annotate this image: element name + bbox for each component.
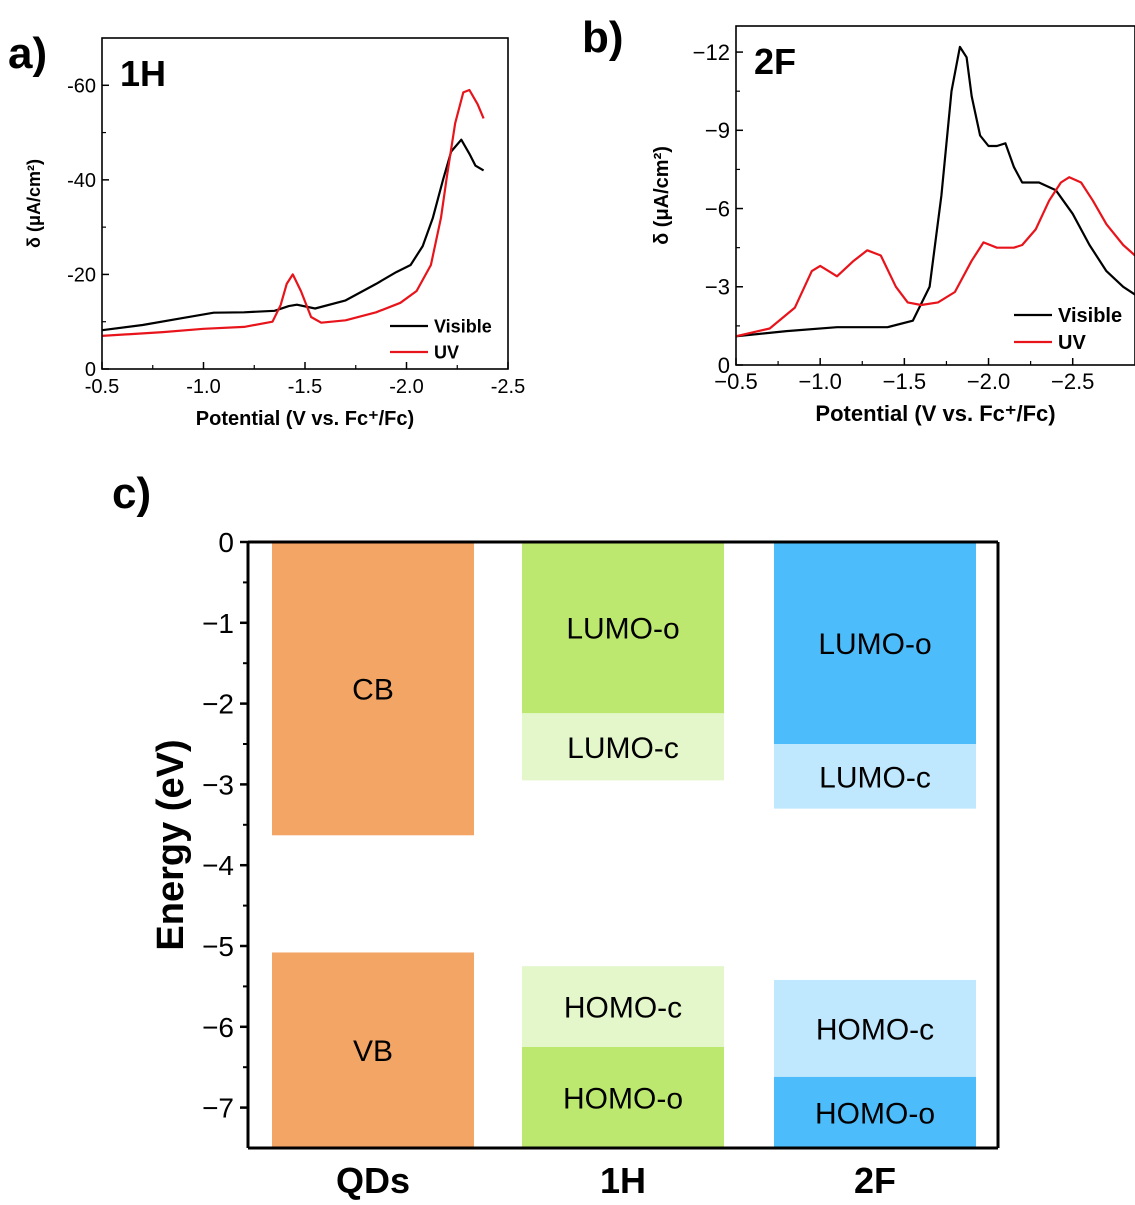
bar-1h-lumo-c <box>522 713 724 781</box>
series-line-visible <box>102 138 485 332</box>
chart-title: 2F <box>754 41 796 82</box>
x-tick-label: −1.5 <box>883 369 926 394</box>
y-tick-label: −9 <box>705 118 730 143</box>
y-tick-label: −3 <box>705 275 730 300</box>
y-tick-label: −1 <box>202 608 234 639</box>
bar-label-2f-homo-c: HOMO-c <box>816 1013 934 1046</box>
legend-label-visible: Visible <box>434 316 492 336</box>
bar-label-2f-lumo-c: LUMO-c <box>819 761 931 794</box>
bar-1h-lumo-o <box>522 542 724 714</box>
category-label-2f: 2F <box>854 1160 896 1201</box>
chart-title: 1H <box>120 53 166 94</box>
panel-letter-b: b) <box>582 13 624 62</box>
y-axis-label: Energy (eV) <box>150 739 192 950</box>
bar-label-1h-homo-o: HOMO-o <box>563 1083 683 1116</box>
legend-label-uv: UV <box>1058 332 1086 354</box>
y-tick-label: 0 <box>85 359 96 381</box>
bar-label-1h-lumo-o: LUMO-o <box>566 613 679 646</box>
x-axis-label: Potential (V vs. Fc⁺/Fc) <box>815 401 1055 426</box>
y-axis-label: δ (μA/cm²) <box>24 159 44 248</box>
x-tick-label: -2.0 <box>389 376 423 398</box>
y-tick-label: -20 <box>67 265 96 287</box>
category-label-qds: QDs <box>336 1160 410 1201</box>
x-tick-label: −2.0 <box>967 369 1010 394</box>
bar-label-qds-vb: VB <box>353 1035 393 1068</box>
bar-2f-lumo-o <box>774 542 976 744</box>
x-tick-label: -0.5 <box>85 376 119 398</box>
series-line-uv <box>736 176 1135 338</box>
chart-b: −0.5 −1.0 −1.5 −2.0 −2.5 0 −3 −6 −9 −12 2F Potentia… <box>651 25 1135 426</box>
bar-qds-cb <box>272 542 474 836</box>
bar-1h-homo-o <box>522 1047 724 1148</box>
x-tick-label: −1.0 <box>798 369 841 394</box>
y-tick-label: −4 <box>202 850 234 881</box>
x-tick-label: -1.0 <box>186 376 220 398</box>
plot-frame <box>735 25 1135 366</box>
bar-label-qds-cb: CB <box>352 674 394 707</box>
y-tick-label: −3 <box>202 769 234 800</box>
y-axis-label: δ (μA/cm²) <box>651 146 673 245</box>
y-tick-label: -60 <box>67 75 96 97</box>
bar-qds-vb <box>272 952 474 1148</box>
y-tick-label: −7 <box>202 1093 234 1124</box>
y-tick-label: 0 <box>218 527 234 558</box>
x-tick-label: −2.5 <box>1051 369 1094 394</box>
x-tick-label: -1.5 <box>288 376 322 398</box>
x-tick-label: -2.5 <box>491 376 525 398</box>
y-tick-label: −5 <box>202 931 234 962</box>
x-tick-label: −0.5 <box>714 369 757 394</box>
legend-label-visible: Visible <box>1058 305 1122 327</box>
y-tick-label: −2 <box>202 689 234 720</box>
panel-letter-c: c) <box>112 469 151 518</box>
chart-c: CB VB LUMO-o LUMO-c HOMO-c HOMO-o LUMO-o LUMO-c… <box>150 527 1000 1201</box>
bar-2f-homo-o <box>774 1076 976 1148</box>
bar-2f-lumo-c <box>774 744 976 809</box>
y-tick-label: −12 <box>693 40 730 65</box>
bar-1h-homo-c <box>522 966 724 1047</box>
x-axis-label: Potential (V vs. Fc⁺/Fc) <box>196 408 414 430</box>
bar-label-1h-lumo-c: LUMO-c <box>567 732 679 765</box>
bar-2f-homo-c <box>774 979 976 1077</box>
y-tick-label: −6 <box>202 1012 234 1043</box>
legend-label-uv: UV <box>434 342 459 362</box>
category-label-1h: 1H <box>600 1160 646 1201</box>
chart-a: -0.5 -1.0 -1.5 -2.0 -2.5 0 -20 -40 -60 1H Potentia… <box>24 37 525 430</box>
y-tick-label: 0 <box>718 353 730 378</box>
y-tick-label: -40 <box>67 170 96 192</box>
series-line-visible <box>736 45 1135 338</box>
bar-label-1h-homo-c: HOMO-c <box>564 992 682 1025</box>
series-line-uv <box>102 88 485 337</box>
bar-label-2f-homo-o: HOMO-o <box>815 1097 935 1130</box>
bar-label-2f-lumo-o: LUMO-o <box>818 628 931 661</box>
y-tick-label: −6 <box>705 196 730 221</box>
panel-letter-a: a) <box>8 29 47 78</box>
